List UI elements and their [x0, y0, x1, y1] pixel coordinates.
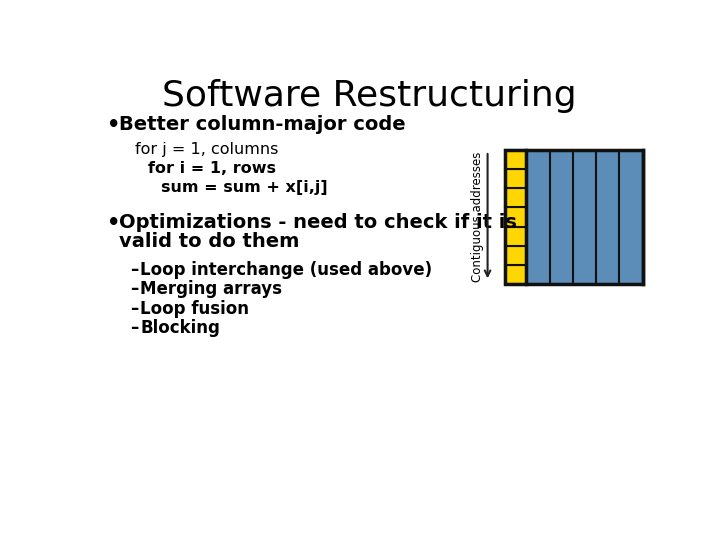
Text: Merging arrays: Merging arrays [140, 280, 282, 299]
Text: Optimizations - need to check if it is: Optimizations - need to check if it is [120, 213, 518, 232]
Bar [505, 246, 526, 265]
Text: Software Restructuring: Software Restructuring [162, 79, 576, 113]
Text: Blocking: Blocking [140, 319, 220, 337]
Text: –: – [130, 300, 138, 318]
Text: sum = sum + x[i,j]: sum = sum + x[i,j] [161, 180, 328, 195]
Bar [505, 265, 526, 284]
Text: •: • [107, 213, 120, 233]
Bar [505, 150, 642, 284]
Text: Loop fusion: Loop fusion [140, 300, 249, 318]
Text: Loop interchange (used above): Loop interchange (used above) [140, 261, 433, 279]
Bar [505, 188, 526, 207]
Text: for i = 1, rows: for i = 1, rows [148, 161, 276, 176]
Bar [505, 226, 526, 246]
Bar [505, 207, 526, 226]
Text: Contiguous addresses: Contiguous addresses [471, 152, 484, 282]
Text: for j = 1, columns: for j = 1, columns [135, 142, 279, 157]
Text: •: • [107, 115, 120, 135]
Bar [526, 150, 642, 284]
Text: –: – [130, 280, 138, 299]
Text: –: – [130, 319, 138, 337]
Text: Better column-major code: Better column-major code [120, 115, 406, 134]
Text: –: – [130, 261, 138, 279]
Bar [505, 168, 526, 188]
Bar [505, 150, 526, 168]
Text: valid to do them: valid to do them [120, 232, 300, 251]
